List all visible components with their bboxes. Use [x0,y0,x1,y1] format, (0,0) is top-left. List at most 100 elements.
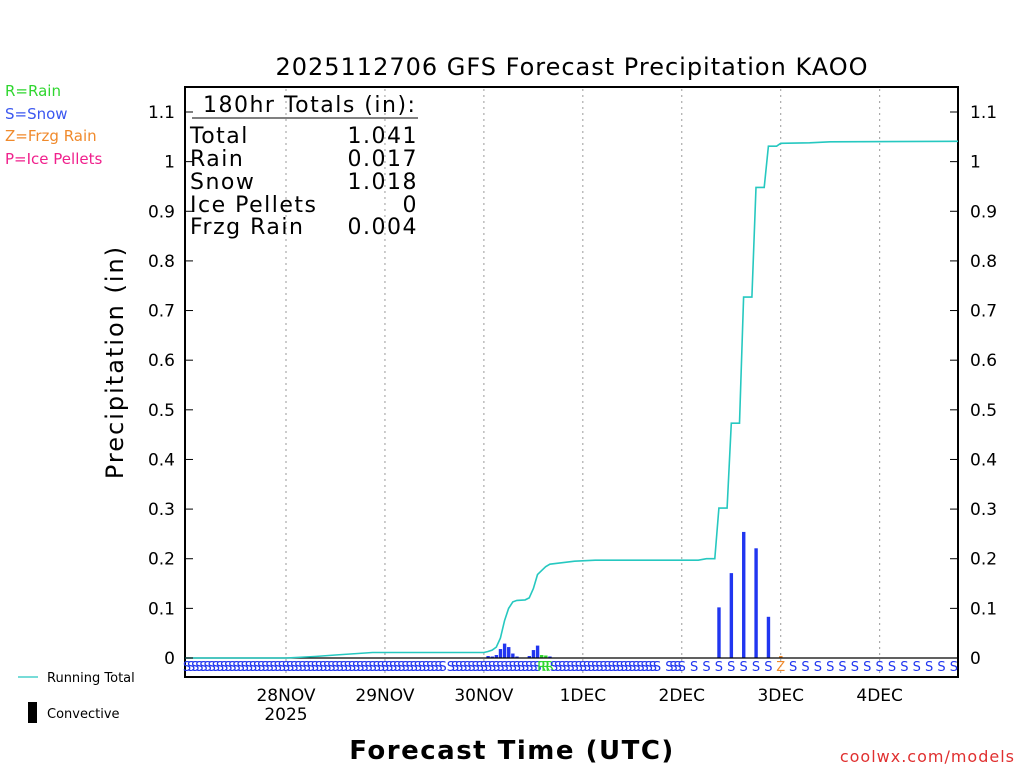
type-mark: S [599,660,607,675]
type-mark: S [863,660,871,675]
type-mark: S [764,660,772,675]
type-mark: S [665,660,673,675]
precip-bar [742,531,746,658]
type-mark: S [554,660,562,675]
type-mark: S [888,660,896,675]
type-mark: S [674,660,682,675]
type-mark: S [232,660,240,675]
type-mark: S [496,660,504,675]
precip-bar [507,647,511,658]
gridlines [285,89,881,675]
type-mark: S [727,660,735,675]
type-mark: S [270,660,278,675]
legend-frzg-rain: Z=Frzg Rain [5,127,97,145]
type-mark: S [950,660,958,675]
type-mark: S [298,660,306,675]
type-mark: S [876,660,884,675]
type-mark: S [636,660,644,675]
type-mark: R [545,660,554,675]
type-mark: S [265,660,273,675]
type-mark: S [360,660,368,675]
type-mark: S [191,660,199,675]
type-mark: S [913,660,921,675]
precip-bar [511,653,515,658]
type-mark: S [249,660,257,675]
type-mark: S [195,660,203,675]
totals-heading: 180hr Totals (in): [203,93,416,118]
type-mark: S [525,660,533,675]
type-mark: S [302,660,310,675]
type-mark: S [385,660,393,675]
precip-type-strip: SSSSSSSSSSSSSSSSSSSSSSSSSSSSSSSSSSSSSSSS… [183,660,958,675]
type-mark: S [331,660,339,675]
running-total-label: Running Total [47,671,135,686]
precip-bar [729,573,734,658]
type-mark: S [319,660,327,675]
y-tick-label-left: 0.7 [148,302,175,322]
type-mark: S [492,660,500,675]
precip-bar [754,548,758,658]
y-axis-title: Precipitation (in) [101,245,129,479]
type-mark: S [237,660,245,675]
type-mark: S [344,660,352,675]
type-mark: S [801,660,809,675]
type-mark: S [521,660,529,675]
y-tick-label-left: 0.3 [148,500,175,520]
precip-bar [535,645,540,658]
type-mark: S [356,660,364,675]
type-mark: S [838,660,846,675]
type-mark: S [335,660,343,675]
type-mark: S [620,660,628,675]
type-mark: S [752,660,760,675]
y-tick-label-right: 0.5 [970,401,997,421]
type-mark: S [476,660,484,675]
type-mark: S [364,660,372,675]
precip-bar [527,656,532,658]
type-mark: S [187,660,195,675]
type-mark: S [645,660,653,675]
totals-value-rain: 0.017 [348,147,418,172]
y-tick-label-left: 0.2 [148,550,175,570]
precip-bar [502,643,507,658]
type-mark: S [575,660,583,675]
totals-label-total: Total [189,124,249,149]
legend-rain: R=Rain [5,82,61,100]
type-mark: S [632,660,640,675]
y-tick-label-left: 0.1 [148,599,175,619]
type-mark: S [603,660,611,675]
type-mark: S [570,660,578,675]
type-mark: S [509,660,517,675]
type-mark: S [459,660,467,675]
type-mark: S [447,660,455,675]
type-mark: S [397,660,405,675]
type-mark: S [814,660,822,675]
type-mark: S [504,660,512,675]
type-mark: S [624,660,632,675]
type-mark: S [257,660,265,675]
type-mark: S [702,660,710,675]
x-tick-label: 2DEC [659,686,706,706]
precip-bar [486,656,490,658]
type-mark: S [274,660,282,675]
type-mark: S [513,660,521,675]
type-mark: S [690,660,698,675]
type-mark: S [377,660,385,675]
type-mark: S [550,660,558,675]
type-mark: S [789,660,797,675]
type-mark: S [278,660,286,675]
type-mark: S [183,660,191,675]
type-mark: S [422,660,430,675]
y-tick-label-left: 0 [164,649,175,669]
precip-bar [717,607,721,658]
type-mark: S [616,660,624,675]
legend-snow: S=Snow [5,105,68,123]
type-mark: S [463,660,471,675]
type-mark: S [608,660,616,675]
precip-bar [498,649,503,658]
x-tick-sublabel: 2025 [264,705,307,725]
type-mark: S [406,660,414,675]
type-mark: S [439,660,447,675]
type-mark: S [500,660,508,675]
precip-bar [779,656,783,658]
type-mark: S [612,660,620,675]
